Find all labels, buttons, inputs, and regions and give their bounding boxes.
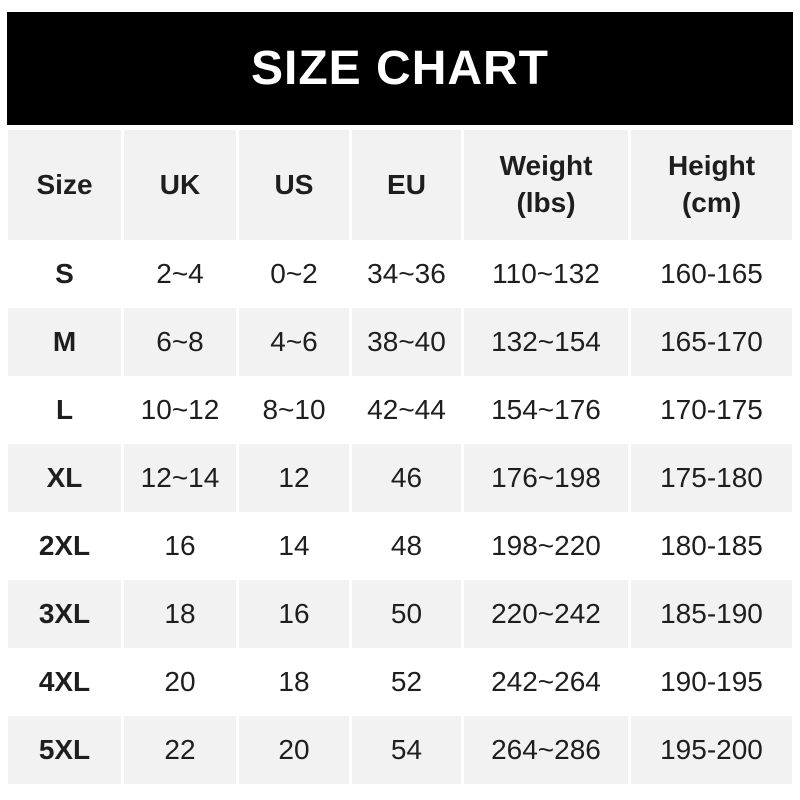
- table-cell: 8~10: [236, 376, 349, 444]
- table-cell: 4~6: [236, 308, 349, 376]
- header-cell-size: Size: [8, 130, 121, 240]
- table-cell: 22: [121, 716, 236, 784]
- table-cell: 176~198: [461, 444, 628, 512]
- header-cell-uk: UK: [121, 130, 236, 240]
- size-cell: L: [55, 394, 74, 425]
- size-cell: 4XL: [38, 666, 91, 697]
- table-cell: 48: [349, 512, 461, 580]
- header-cell-eu: EU: [349, 130, 461, 240]
- table-row-5xl: 5XL 22 20 54 264~286 195-200: [8, 716, 792, 784]
- table-cell: 180-185: [628, 512, 792, 580]
- table-cell: 190-195: [628, 648, 792, 716]
- table-row-4xl: 4XL 20 18 52 242~264 190-195: [8, 648, 792, 716]
- size-cell: 5XL: [8, 716, 121, 784]
- table-cell: 170-175: [628, 376, 792, 444]
- table-cell: 20: [121, 648, 236, 716]
- header-cell-us: US: [236, 130, 349, 240]
- page-title: SIZE CHART: [251, 41, 549, 95]
- table-cell: 38~40: [349, 308, 461, 376]
- table-cell: 20: [236, 716, 349, 784]
- table-cell: 154~176: [461, 376, 628, 444]
- size-cell: 3XL: [8, 580, 121, 648]
- size-cell: M: [8, 308, 121, 376]
- table-row-s: S 2~4 0~2 34~36 110~132 160-165: [8, 240, 792, 308]
- table-cell: 52: [349, 648, 461, 716]
- table-row-m: M 6~8 4~6 38~40 132~154 165-170: [8, 308, 792, 376]
- header-row: Size UK US EU Weight (lbs) Height (cm): [8, 130, 792, 240]
- table-cell: 2~4: [121, 240, 236, 308]
- table-cell: 160-165: [628, 240, 792, 308]
- table-cell: 198~220: [461, 512, 628, 580]
- table-cell: 132~154: [461, 308, 628, 376]
- table-row-l: L 10~12 8~10 42~44 154~176 170-175: [8, 376, 792, 444]
- table-cell: 12: [236, 444, 349, 512]
- table-cell: 12~14: [121, 444, 236, 512]
- table-row-2xl: 2XL 16 14 48 198~220 180-185: [8, 512, 792, 580]
- size-chart-table: Size UK US EU Weight (lbs) Height (cm) S…: [8, 130, 792, 784]
- header-cell-weight: Weight (lbs): [461, 130, 628, 240]
- table-cell: 18: [121, 580, 236, 648]
- table-cell: 18: [236, 648, 349, 716]
- table-cell: 110~132: [461, 240, 628, 308]
- table-cell: 175-180: [628, 444, 792, 512]
- table-cell: 46: [349, 444, 461, 512]
- table-row-xl: XL 12~14 12 46 176~198 175-180: [8, 444, 792, 512]
- table-row-3xl: 3XL 18 16 50 220~242 185-190: [8, 580, 792, 648]
- table-cell: 10~12: [121, 376, 236, 444]
- title-banner: SIZE CHART: [7, 12, 793, 125]
- table-cell: 6~8: [121, 308, 236, 376]
- size-cell: S: [55, 258, 74, 289]
- table-cell: 165-170: [628, 308, 792, 376]
- header-cell-height: Height (cm): [628, 130, 792, 240]
- table-cell: 264~286: [461, 716, 628, 784]
- size-cell: XL: [8, 444, 121, 512]
- table-cell: 34~36: [349, 240, 461, 308]
- table-cell: 0~2: [236, 240, 349, 308]
- table-cell: 242~264: [461, 648, 628, 716]
- table-cell: 14: [236, 512, 349, 580]
- table-cell: 16: [236, 580, 349, 648]
- table-cell: 195-200: [628, 716, 792, 784]
- table-cell: 220~242: [461, 580, 628, 648]
- table-cell: 50: [349, 580, 461, 648]
- table-cell: 185-190: [628, 580, 792, 648]
- table-cell: 54: [349, 716, 461, 784]
- table-cell: 16: [121, 512, 236, 580]
- size-cell: 2XL: [38, 530, 91, 561]
- table-cell: 42~44: [349, 376, 461, 444]
